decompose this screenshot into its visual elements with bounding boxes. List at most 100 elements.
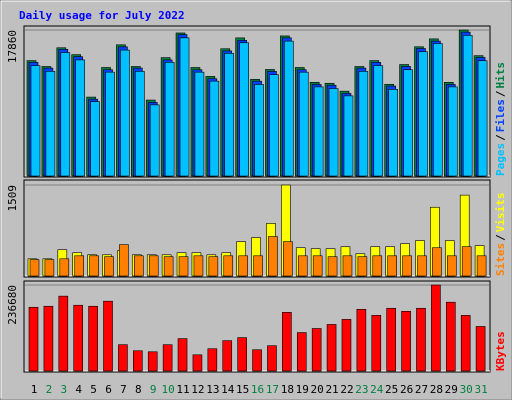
bar (357, 256, 368, 277)
bar (342, 255, 353, 277)
bar (135, 71, 145, 177)
bar (268, 236, 278, 277)
x-tick-label: 18 (281, 383, 294, 396)
bar (371, 315, 382, 372)
bar (148, 255, 159, 277)
bar (162, 344, 173, 372)
x-tick-label: 24 (370, 383, 384, 396)
bar (177, 338, 188, 372)
bar (105, 71, 115, 177)
bar (149, 104, 160, 177)
bar (133, 350, 143, 372)
bar (163, 256, 174, 277)
bar (417, 255, 427, 277)
bar (119, 244, 129, 277)
bar (59, 258, 70, 277)
legend-entry: Visits (494, 193, 507, 233)
legend: Pages/Files/Hits (494, 62, 507, 176)
bar (416, 307, 426, 372)
legend: KBytes (494, 331, 507, 371)
x-tick-label: 30 (460, 383, 473, 396)
x-tick-label: 4 (75, 383, 82, 396)
bar (60, 52, 71, 177)
bar (118, 344, 128, 372)
x-tick-label: 12 (191, 383, 204, 396)
chart-title: Daily usage for July 2022 (19, 9, 185, 22)
x-tick-label: 6 (105, 383, 112, 396)
bar (358, 71, 369, 177)
bar (402, 255, 412, 277)
bar (284, 40, 294, 177)
bar (373, 65, 384, 177)
bar (222, 340, 233, 372)
bar (432, 247, 442, 277)
x-tick-label: 13 (206, 383, 219, 396)
x-tick-label: 28 (430, 383, 443, 396)
bar (312, 255, 323, 277)
bar (75, 59, 86, 177)
bar (73, 304, 84, 372)
x-tick-label: 23 (355, 383, 368, 396)
bar (209, 80, 220, 177)
bar (356, 308, 367, 372)
bar (297, 255, 308, 277)
x-tick-label: 10 (162, 383, 175, 396)
bar (327, 256, 338, 277)
bar (44, 259, 55, 277)
bar (476, 255, 487, 277)
x-tick-label: 2 (46, 383, 53, 396)
bar (29, 259, 40, 277)
bar (254, 84, 264, 177)
bar (282, 312, 292, 372)
legend-separator: / (494, 134, 507, 141)
bar (445, 301, 456, 372)
bar (45, 71, 56, 177)
x-tick-label: 27 (415, 383, 428, 396)
bar (193, 255, 204, 277)
bar (90, 101, 100, 177)
legend-separator: / (494, 90, 507, 97)
bar (283, 241, 293, 277)
y-tick-label: 17860 (6, 30, 19, 63)
bar (475, 326, 486, 372)
bar (446, 255, 457, 277)
bar (179, 37, 190, 177)
bar (462, 35, 473, 177)
bar (207, 348, 218, 372)
bar (178, 256, 189, 277)
x-tick-label: 7 (120, 383, 127, 396)
bar (401, 311, 411, 372)
bar (208, 256, 219, 277)
x-tick-label: 20 (311, 383, 324, 396)
bar (296, 332, 307, 372)
x-tick-label: 31 (474, 383, 487, 396)
y-tick-label: 1509 (6, 185, 19, 212)
legend-entry: Hits (494, 62, 507, 89)
bar (388, 89, 398, 177)
bar (223, 255, 234, 277)
bar (267, 345, 277, 372)
bar (372, 255, 383, 277)
bar (239, 42, 249, 177)
x-tick-label: 15 (236, 383, 249, 396)
x-tick-label: 29 (445, 383, 458, 396)
bar (387, 255, 397, 277)
legend-entry: KBytes (494, 331, 507, 371)
x-tick-label: 9 (150, 383, 157, 396)
bar (74, 255, 85, 277)
bar (341, 319, 352, 372)
x-tick-label: 25 (385, 383, 398, 396)
bar (328, 88, 339, 177)
bar (194, 71, 205, 177)
x-tick-label: 8 (135, 383, 142, 396)
bar (326, 324, 337, 372)
legend-entry: Pages (494, 143, 507, 176)
bar (447, 86, 458, 177)
bar (269, 74, 279, 177)
bar (460, 315, 471, 372)
x-tick-label: 14 (221, 383, 235, 396)
bar (238, 255, 248, 277)
bar (313, 86, 324, 177)
x-tick-label: 21 (325, 383, 338, 396)
